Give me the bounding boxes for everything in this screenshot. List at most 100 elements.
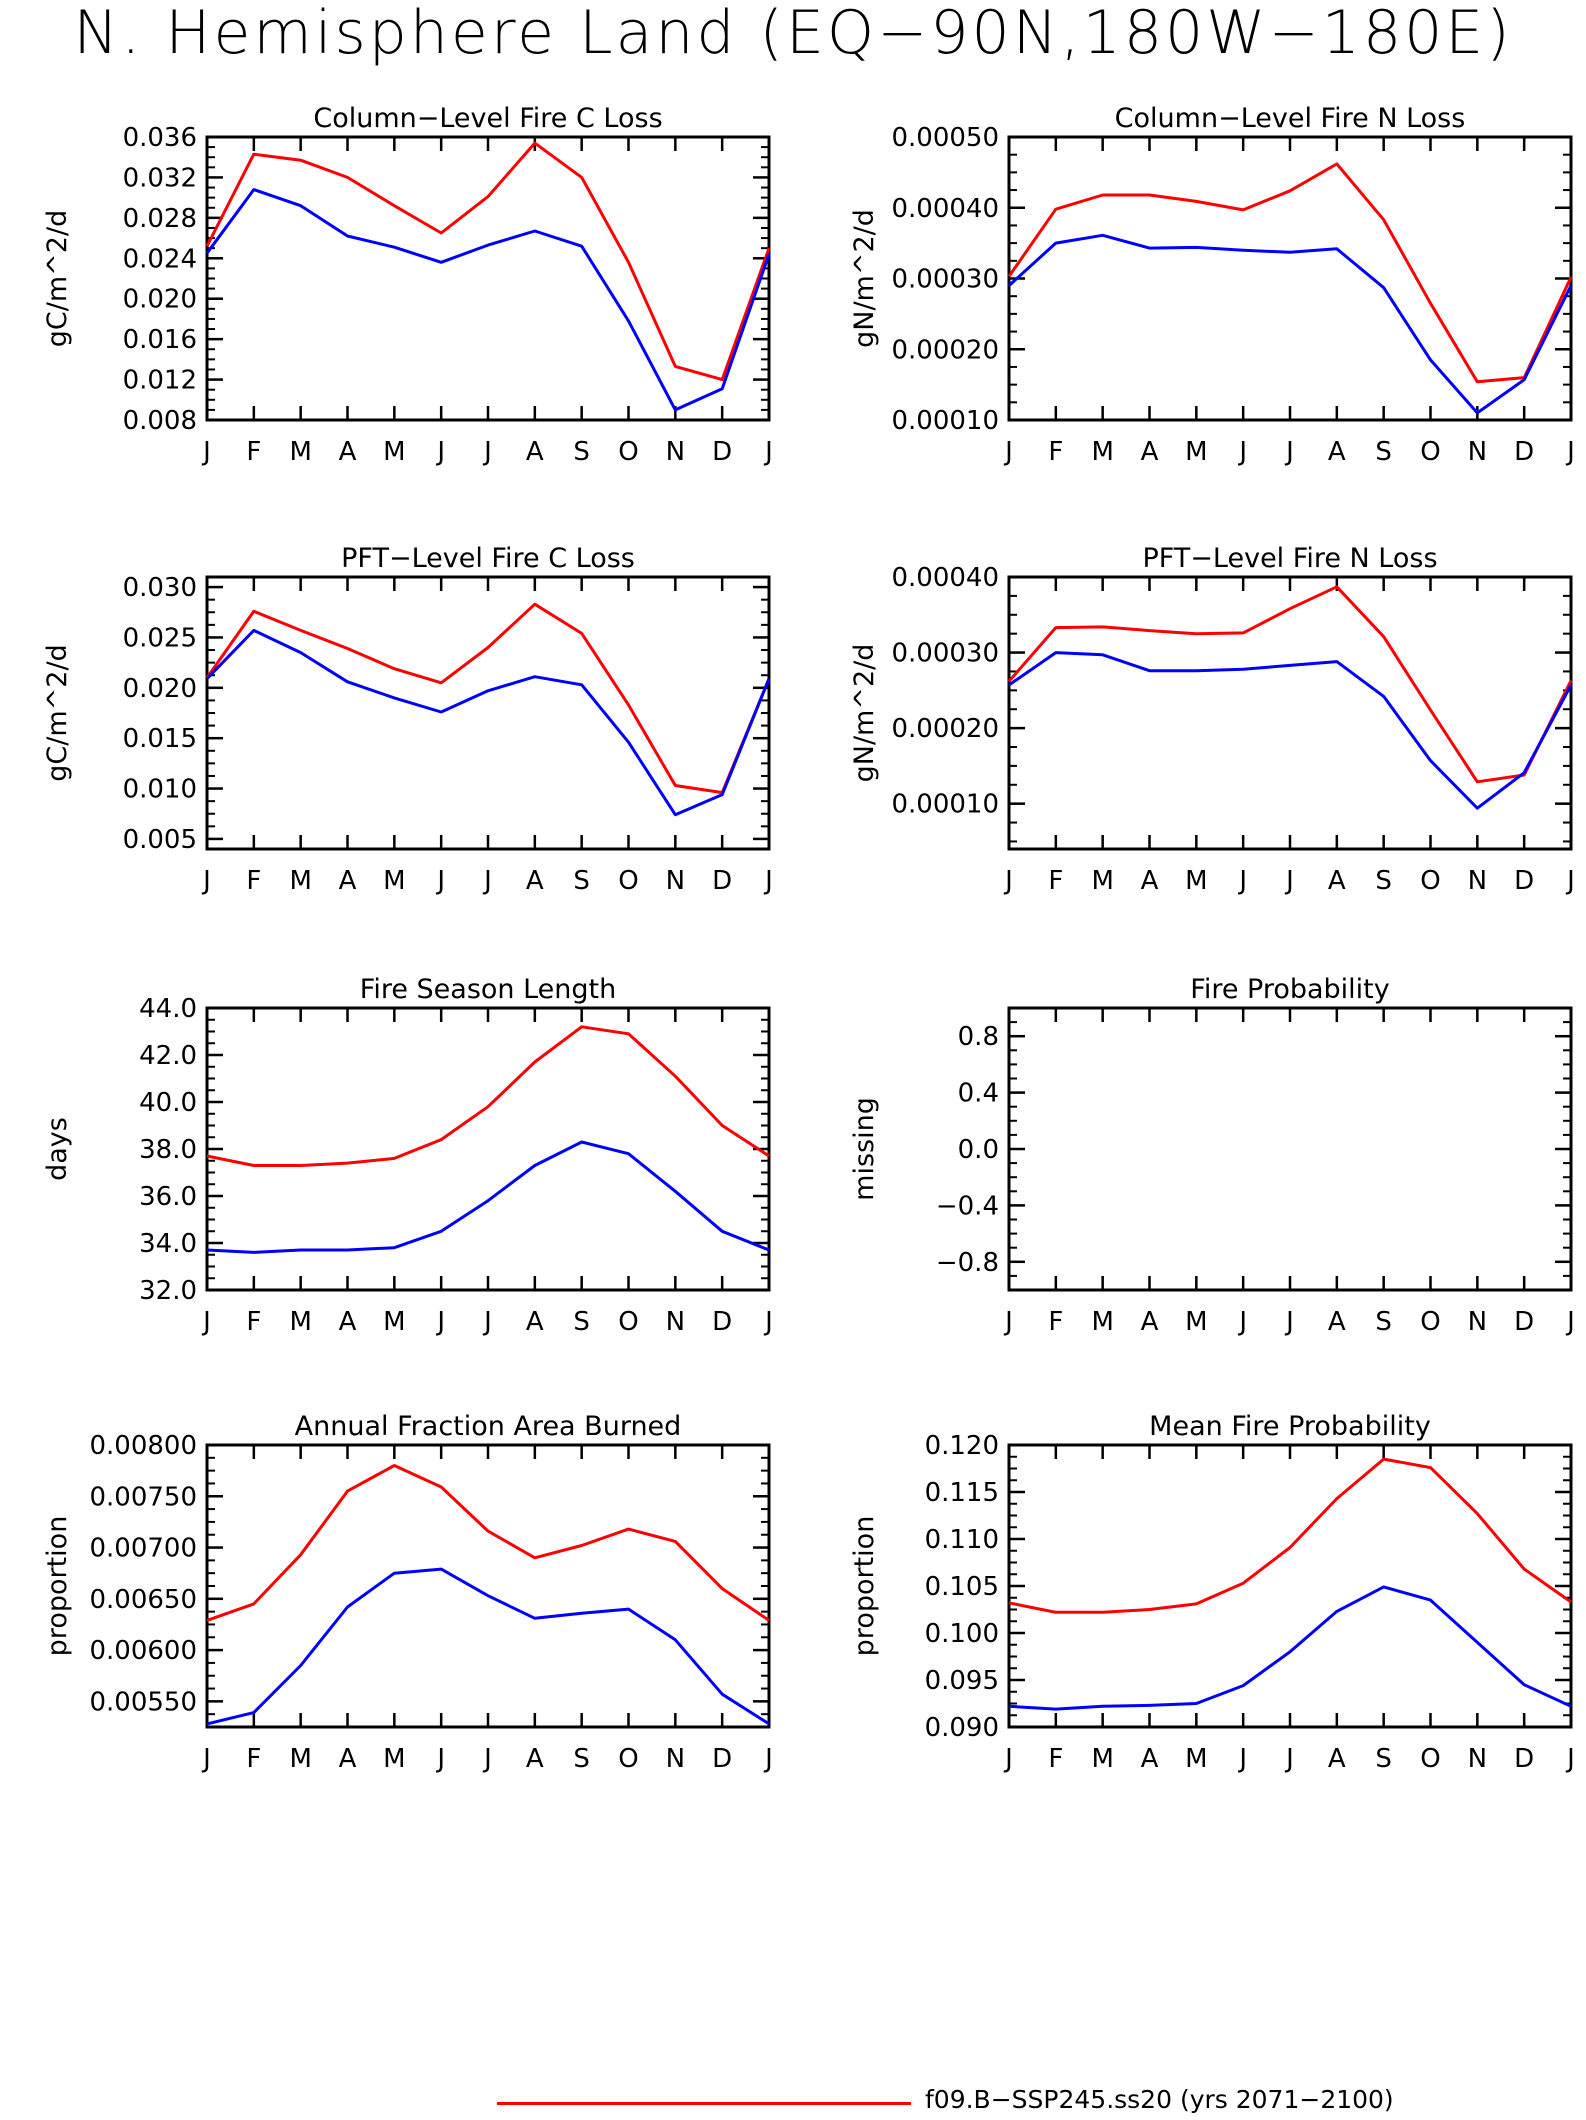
x-tick-label: M	[383, 1744, 405, 1774]
x-tick-label: S	[1375, 1744, 1392, 1774]
x-tick-label: A	[339, 1744, 357, 1774]
y-tick-label: 44.0	[139, 994, 197, 1024]
x-tick-label: J	[1237, 1307, 1247, 1337]
x-tick-label: A	[1141, 437, 1159, 467]
x-tick-label: A	[339, 1307, 357, 1337]
x-tick-label: F	[246, 437, 261, 467]
y-tick-label: 0.8	[958, 1022, 999, 1052]
x-tick-label: J	[1003, 1744, 1013, 1774]
y-tick-label: 0.00040	[891, 194, 999, 224]
legend-line-red	[497, 2102, 911, 2105]
series-line-1	[205, 188, 771, 412]
x-tick-label: J	[1003, 437, 1013, 467]
plot-frame	[1007, 1443, 1573, 1729]
series-line-0	[206, 1025, 770, 1167]
x-tick-label: M	[1091, 866, 1113, 896]
y-tick-label: 0.00010	[891, 790, 999, 820]
panel-title: Mean Fire Probability	[1149, 1411, 1431, 1442]
x-tick-label: A	[1328, 437, 1346, 467]
y-tick-label: 0.00700	[89, 1534, 197, 1564]
x-tick-label: J	[1237, 437, 1247, 467]
x-tick-label: A	[339, 437, 357, 467]
series-line-0	[1007, 162, 1573, 384]
plot-frame	[205, 1443, 771, 1729]
plot-frame	[205, 575, 771, 851]
figure-title: N. Hemisphere Land (EQ−90N,180W−180E)	[73, 0, 1513, 68]
series-line-0	[206, 1464, 770, 1622]
y-tick-label: 0.00800	[89, 1431, 197, 1461]
x-tick-label: M	[383, 1307, 405, 1337]
x-tick-label: J	[1284, 1744, 1294, 1774]
x-tick-label: J	[435, 1744, 445, 1774]
plot-frame	[205, 135, 771, 422]
series-line-1	[206, 1140, 770, 1254]
y-tick-label: 0.00650	[89, 1585, 197, 1615]
chart-panel-6: J F M A M J J A S O N D J0.005500.006000.006500.0070…	[42, 1411, 773, 1774]
x-tick-label: S	[1375, 437, 1392, 467]
series-line-1	[206, 1567, 770, 1726]
y-tick-label: 0.00750	[89, 1482, 197, 1512]
x-tick-label: J	[482, 866, 492, 896]
x-tick-label: A	[1141, 1744, 1159, 1774]
y-tick-label: 0.012	[123, 366, 197, 396]
panel-title: PFT−Level Fire N Loss	[1142, 543, 1437, 574]
y-axis-label: gN/m^2/d	[849, 644, 880, 783]
x-tick-label: O	[1420, 866, 1440, 896]
x-tick-label: N	[1468, 1744, 1487, 1774]
chart-panel-7: J F M A M J J A S O N D J0.0900.0950.1000.1050.1100.…	[849, 1411, 1575, 1774]
x-tick-label: S	[573, 1744, 590, 1774]
x-tick-label: O	[1420, 1744, 1440, 1774]
panel-title: Annual Fraction Area Burned	[295, 1411, 682, 1442]
x-tick-label: J	[482, 1307, 492, 1337]
y-tick-label: 0.015	[123, 724, 197, 754]
y-axis-label: proportion	[42, 1516, 73, 1657]
x-tick-label: N	[1468, 437, 1487, 467]
plot-frame	[1007, 135, 1573, 422]
x-tick-label: D	[1514, 866, 1534, 896]
y-tick-label: 0.020	[123, 674, 197, 704]
x-tick-label: O	[1420, 437, 1440, 467]
chart-panel-1: J F M A M J J A S O N D J0.000100.000200.000300.0004…	[849, 103, 1575, 467]
x-tick-label: J	[482, 437, 492, 467]
x-tick-label: M	[383, 437, 405, 467]
y-tick-label: 0.00020	[891, 714, 999, 744]
y-tick-label: 40.0	[139, 1088, 197, 1118]
y-tick-label: 0.028	[123, 204, 197, 234]
series-line-1	[1007, 233, 1573, 415]
y-tick-label: 42.0	[139, 1041, 197, 1071]
y-tick-label: 0.00020	[891, 335, 999, 365]
legend-label: f09.B−SSP245.ss20 (yrs 2071−2100)	[925, 2085, 1394, 2114]
y-tick-label: 0.115	[925, 1478, 999, 1508]
x-tick-label: J	[1565, 866, 1575, 896]
panel-title: PFT−Level Fire C Loss	[341, 543, 635, 574]
x-tick-label: M	[289, 1744, 311, 1774]
y-tick-label: 0.00030	[891, 639, 999, 669]
x-tick-label: J	[763, 1744, 773, 1774]
plot-frame	[205, 1006, 771, 1292]
x-tick-label: N	[666, 866, 685, 896]
x-tick-label: N	[666, 1744, 685, 1774]
x-tick-label: J	[482, 1744, 492, 1774]
x-tick-label: S	[573, 1307, 590, 1337]
x-tick-label: A	[526, 1307, 544, 1337]
y-axis-label: missing	[849, 1097, 880, 1201]
x-tick-label: S	[1375, 1307, 1392, 1337]
x-tick-label: A	[526, 866, 544, 896]
x-tick-label: J	[1565, 437, 1575, 467]
x-tick-label: J	[1284, 866, 1294, 896]
series-line-0	[1007, 585, 1573, 784]
y-tick-label: 0.016	[123, 325, 197, 355]
x-tick-label: N	[1468, 866, 1487, 896]
series-line-1	[1008, 651, 1573, 810]
x-tick-label: D	[1514, 1744, 1534, 1774]
x-tick-label: D	[712, 437, 732, 467]
x-tick-label: F	[246, 1307, 261, 1337]
x-tick-label: M	[289, 866, 311, 896]
series-line-0	[205, 602, 771, 795]
x-tick-label: A	[1328, 1307, 1346, 1337]
x-tick-label: S	[573, 866, 590, 896]
y-tick-label: 36.0	[139, 1182, 197, 1212]
panel-title: Fire Season Length	[360, 974, 616, 1005]
x-tick-label: J	[1003, 1307, 1013, 1337]
